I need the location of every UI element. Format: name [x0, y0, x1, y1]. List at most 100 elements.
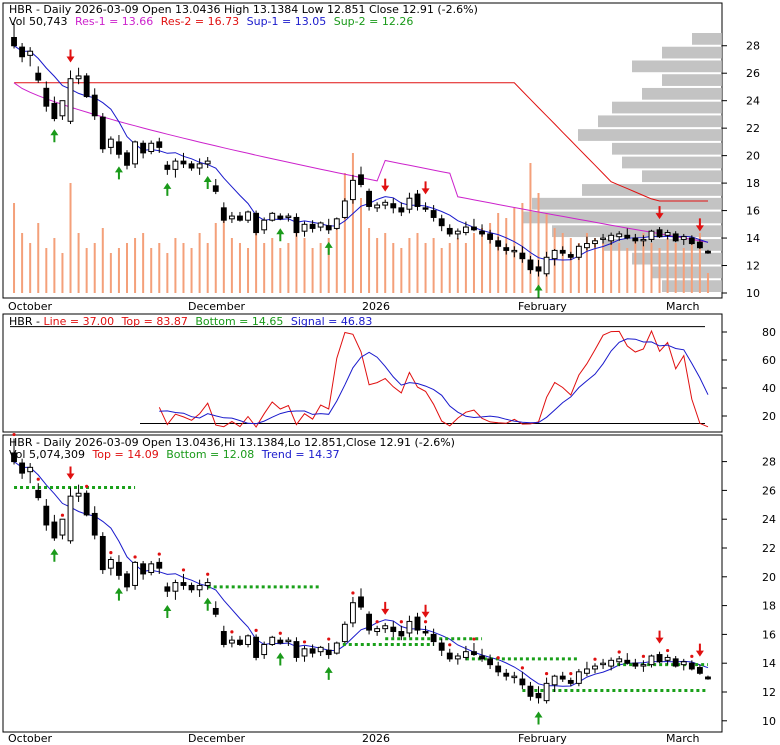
candle-body — [632, 662, 639, 667]
volume-bar — [392, 243, 395, 293]
up-arrow-icon — [534, 711, 543, 725]
high-marker — [520, 666, 524, 670]
candle-body — [253, 212, 260, 234]
high-marker — [60, 513, 65, 517]
candle-body — [350, 602, 356, 624]
volume-bar — [610, 238, 613, 293]
volume-profile-bar — [662, 74, 722, 86]
volume-bar — [424, 243, 427, 293]
volume-profile-bar — [652, 266, 722, 279]
volume-bar — [303, 238, 306, 293]
high-marker — [302, 640, 307, 644]
high-marker — [36, 477, 40, 481]
volume-bar — [432, 238, 435, 293]
candle-body — [132, 141, 138, 165]
candle-body — [600, 237, 606, 240]
x2-label-2026: 2026 — [362, 732, 390, 745]
volume-bar — [126, 243, 128, 293]
volume-bar — [690, 243, 693, 293]
up-arrow-icon — [324, 241, 333, 255]
candle-body — [382, 201, 389, 206]
candle-body — [180, 160, 187, 165]
high-marker — [690, 654, 694, 658]
volume-profile-bar — [602, 239, 722, 251]
high-marker — [544, 672, 549, 676]
high-marker — [472, 637, 476, 641]
volume-bar — [666, 238, 669, 293]
up-arrow-icon — [114, 166, 123, 180]
candle-body — [414, 193, 421, 207]
x-label-2026: 2026 — [362, 300, 390, 313]
trend-header-line2: Vol 5,074,309 Top = 14.09 Bottom = 12.08… — [9, 448, 340, 461]
volume-bar — [263, 243, 266, 293]
candle-body — [220, 631, 227, 645]
down-arrow-icon — [655, 206, 664, 220]
up-arrow-icon — [50, 548, 59, 562]
volume-profile-bar — [632, 60, 722, 73]
volume-bar — [206, 243, 209, 293]
high-marker — [157, 552, 161, 556]
candle-body — [503, 672, 510, 677]
candle-body — [180, 582, 187, 586]
candle-body — [140, 142, 147, 154]
y-tick-label: 20 — [746, 150, 760, 163]
candle-body — [350, 179, 356, 201]
y-tick-label: 24 — [746, 95, 760, 108]
high-marker — [448, 643, 452, 647]
x-label-february: February — [518, 300, 567, 313]
price-header: HBR - Daily 2026-03-09 Open 13.0436 High… — [9, 3, 478, 16]
volume-bar — [29, 243, 32, 293]
candle-body — [253, 636, 260, 658]
candle-body — [51, 102, 58, 120]
candle-body — [640, 664, 647, 667]
trend-line — [13, 461, 709, 687]
candle-body — [672, 233, 679, 242]
candle-body — [83, 492, 90, 516]
y-tick-label: 16 — [762, 628, 776, 641]
sup1-line — [13, 45, 709, 261]
volume-bar — [698, 233, 701, 293]
x2-label-march: March — [666, 732, 700, 745]
candle-body — [245, 211, 251, 221]
volume-bar — [537, 193, 540, 293]
candle-body — [325, 649, 332, 656]
candle-body — [551, 675, 558, 686]
up-arrow-icon — [203, 597, 212, 611]
candle-body — [471, 226, 477, 231]
candle-body — [648, 230, 655, 240]
candle-body — [672, 658, 679, 667]
candle-body — [212, 607, 219, 615]
bottom-label: Bottom = 14.65 — [195, 315, 283, 328]
candle-body — [567, 254, 574, 258]
candle-body — [390, 203, 397, 209]
candle-body — [164, 164, 171, 170]
y-tick-label: 26 — [762, 484, 776, 497]
candle-body — [116, 561, 122, 576]
candle-body — [616, 233, 623, 238]
candle-body — [438, 218, 445, 227]
candle-body — [132, 561, 138, 586]
volume-bar — [343, 173, 346, 293]
candle-body — [261, 643, 268, 656]
candle-body — [19, 462, 26, 474]
candle-body — [196, 163, 203, 169]
volume-bar — [448, 243, 451, 293]
y-tick-label: 28 — [746, 40, 760, 53]
candle-body — [584, 668, 590, 674]
candle-body — [535, 692, 542, 699]
candle-body — [422, 207, 429, 210]
candle-body — [543, 682, 550, 702]
candle-body — [446, 652, 453, 660]
candle-body — [664, 232, 671, 236]
candle-body — [51, 521, 58, 539]
candle-body — [148, 142, 155, 153]
candle-body — [59, 100, 66, 117]
up-arrow-icon — [324, 666, 333, 680]
candle-body — [624, 234, 631, 239]
y-tick-label: 18 — [762, 600, 776, 613]
y-tick-label: 80 — [762, 326, 776, 339]
candle-body — [333, 642, 340, 654]
volume-bar — [626, 248, 629, 293]
candle-body — [398, 207, 405, 213]
volume-bar — [45, 248, 48, 293]
